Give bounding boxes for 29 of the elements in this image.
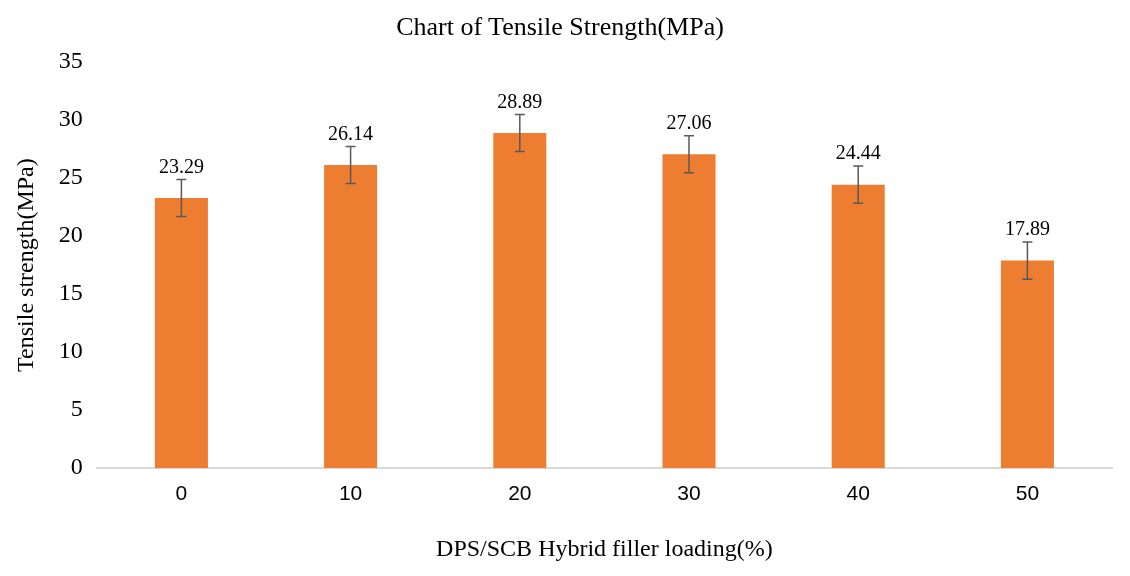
data-label: 24.44	[835, 141, 881, 164]
data-label: 28.89	[497, 89, 543, 112]
data-label: 23.29	[158, 154, 204, 177]
y-tick-label: 10	[58, 337, 83, 364]
bar	[154, 197, 208, 468]
x-tick-label: 50	[1015, 481, 1040, 505]
x-tick-label: 20	[508, 481, 532, 505]
bar	[831, 184, 885, 468]
y-tick-label: 35	[58, 47, 83, 74]
y-tick-label: 0	[70, 453, 83, 480]
data-label: 27.06	[666, 110, 712, 133]
y-axis-title: Tensile strength(MPa)	[11, 158, 38, 372]
chart-title: Chart of Tensile Strength(MPa)	[396, 12, 724, 42]
data-label: 17.89	[1004, 217, 1050, 240]
bar	[662, 154, 716, 468]
y-tick-label: 30	[58, 105, 83, 132]
y-tick-label: 15	[58, 279, 83, 306]
x-tick-label: 40	[846, 481, 870, 505]
y-tick-label: 5	[70, 395, 83, 422]
bar	[324, 164, 378, 468]
x-tick-label: 30	[677, 481, 701, 505]
x-tick-label: 10	[338, 481, 363, 505]
bar	[1000, 260, 1054, 468]
y-tick-label: 20	[58, 221, 83, 248]
x-axis-title: DPS/SCB Hybrid filler loading(%)	[436, 534, 773, 561]
x-tick-label: 0	[175, 481, 188, 505]
y-tick-label: 25	[58, 163, 83, 190]
data-label: 26.14	[328, 121, 374, 144]
bar	[493, 133, 547, 468]
